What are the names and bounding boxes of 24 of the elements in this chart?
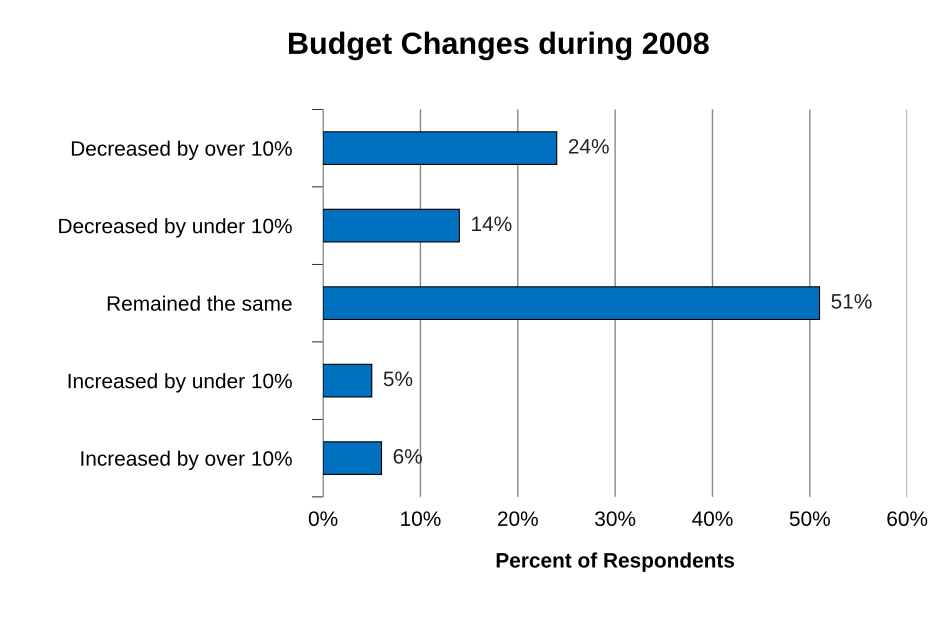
- chart-title: Budget Changes during 2008: [289, 32, 709, 60]
- bar: [323, 286, 820, 320]
- x-axis-title: Percent of Respondents: [496, 552, 734, 572]
- bar: [323, 441, 382, 475]
- x-tick-label: 0%: [308, 511, 338, 526]
- x-tick-label: 20%: [498, 511, 538, 526]
- y-tick-label: Remained the same: [108, 296, 292, 311]
- data-label: 5%: [384, 372, 412, 386]
- y-tick-label: Increased by over 10%: [81, 450, 292, 470]
- data-label: 14%: [472, 216, 512, 232]
- y-tick-label: Increased by under 10%: [68, 373, 292, 392]
- x-tick-label: 10%: [401, 511, 441, 526]
- data-label: 24%: [568, 138, 609, 154]
- y-tick-label: Decreased by under 10%: [59, 218, 292, 238]
- x-tick-label: 60%: [887, 511, 928, 526]
- bar: [323, 208, 460, 242]
- bar: [323, 131, 558, 165]
- x-tick-label: 40%: [692, 511, 733, 526]
- bar: [323, 364, 372, 398]
- data-label: 51%: [831, 294, 872, 309]
- x-tick-label: 30%: [595, 511, 636, 526]
- y-tick-label: Decreased by over 10%: [72, 140, 292, 160]
- x-tick-label: 50%: [790, 511, 830, 526]
- data-label: 6%: [394, 448, 422, 464]
